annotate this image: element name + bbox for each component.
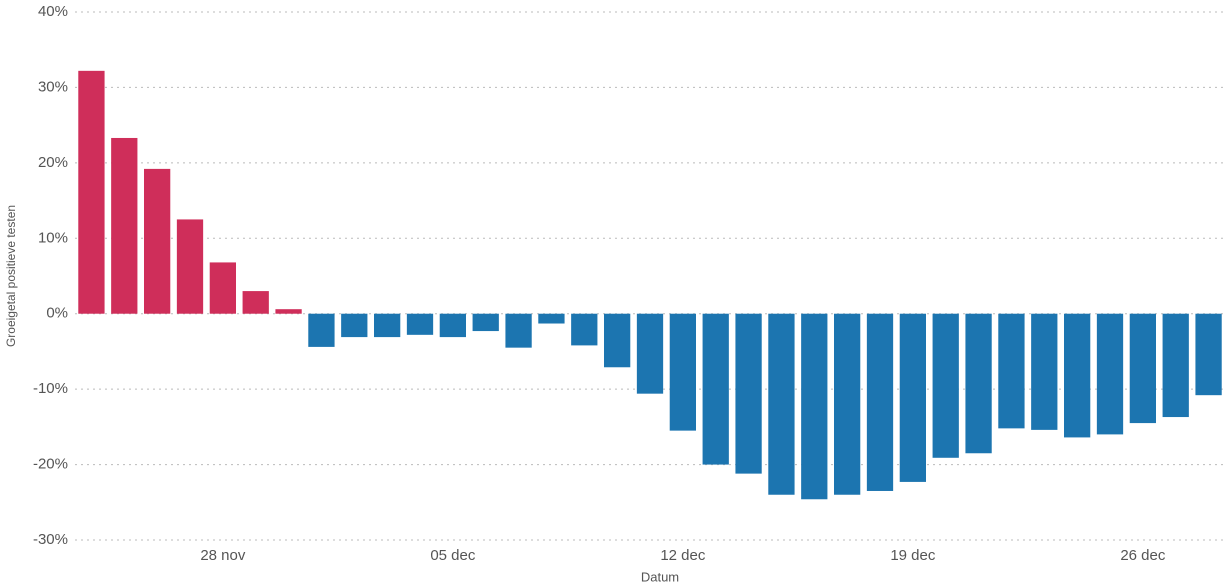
bar [1096, 313, 1124, 435]
bar [604, 313, 631, 368]
bar [669, 313, 696, 431]
bar [1064, 313, 1091, 438]
bar [505, 313, 532, 348]
bar [1031, 313, 1058, 430]
y-tick-label: 40% [38, 3, 68, 20]
bar [1129, 313, 1156, 424]
y-tick-label: -30% [33, 531, 68, 548]
bar [899, 313, 926, 482]
bar [965, 313, 992, 454]
y-tick-label: 0% [46, 305, 68, 322]
x-tick-label: 26 dec [1120, 547, 1166, 564]
bar [242, 291, 269, 314]
x-axis-label: Datum [641, 569, 679, 584]
bar [998, 313, 1025, 429]
bar [834, 313, 861, 495]
bar [308, 313, 335, 347]
bar [111, 137, 138, 314]
bar [275, 309, 302, 314]
x-tick-label: 28 nov [200, 547, 246, 564]
y-tick-label: -20% [33, 456, 68, 473]
bar [702, 313, 729, 465]
y-tick-label: -10% [33, 380, 68, 397]
x-tick-label: 05 dec [430, 547, 476, 564]
bar [1195, 313, 1222, 396]
bar [768, 313, 795, 495]
y-axis-label: Groeigetal positieve testen [4, 205, 18, 347]
bar [866, 313, 894, 491]
bar [144, 168, 171, 314]
bar [406, 313, 434, 335]
bar [341, 313, 368, 338]
y-tick-label: 20% [38, 154, 68, 171]
bar [1162, 313, 1189, 418]
bar [472, 313, 499, 332]
bar [374, 313, 401, 338]
bar [209, 262, 236, 314]
bar [538, 313, 565, 324]
bar [932, 313, 959, 458]
x-tick-label: 12 dec [660, 547, 706, 564]
x-tick-label: 19 dec [890, 547, 936, 564]
y-tick-label: 10% [38, 229, 68, 246]
bar [735, 313, 762, 474]
bar [78, 70, 105, 314]
bar [571, 313, 598, 346]
bar [176, 219, 204, 314]
bar [439, 313, 466, 338]
y-tick-label: 30% [38, 78, 68, 95]
bar [636, 313, 664, 394]
bar [801, 313, 828, 500]
